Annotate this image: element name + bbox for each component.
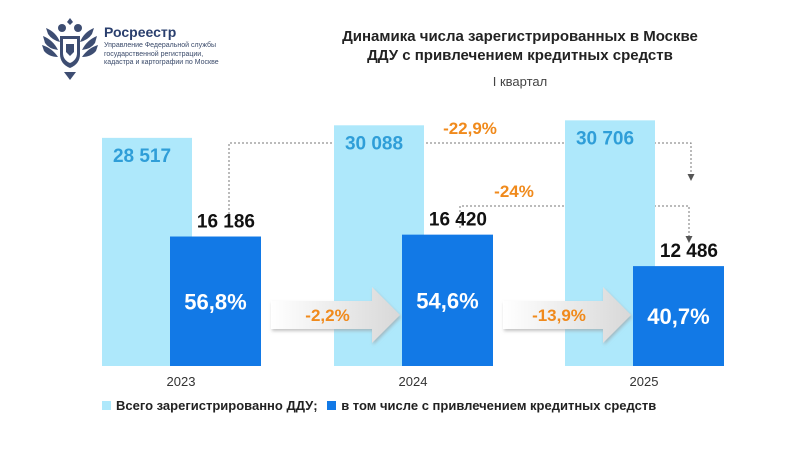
label-credit-2024: 16 420 [429,210,487,231]
legend: Всего зарегистрированно ДДУ; в том числе… [102,398,656,413]
org-name: Росреестр [104,24,177,40]
bracket-label-2024-2025: -24% [494,182,534,201]
chart-subtitle: I квартал [492,74,548,89]
label-share-2023: 56,8% [184,289,246,314]
x-tick-2025: 2025 [630,374,659,389]
legend-label-total: Всего зарегистрированно ДДУ [116,398,314,413]
change-label-2024-2025: -13,9% [532,306,586,325]
legend-item-total: Всего зарегистрированно ДДУ [102,398,313,413]
label-credit-2023: 16 186 [197,212,255,233]
legend-swatch-credit [327,401,337,410]
bar-credit-2023 [170,236,261,366]
x-tick-2023: 2023 [167,374,196,389]
label-share-2025: 40,7% [647,304,709,329]
bar-credit-2024 [402,234,493,366]
label-total-2025: 30 706 [576,128,634,149]
chart-title-line-1: Динамика числа зарегистрированных в Моск… [342,28,698,45]
label-credit-2025: 12 486 [660,241,718,262]
x-tick-2024: 2024 [399,374,428,389]
legend-item-credit: в том числе с привлечением кредитных сре… [327,398,656,413]
chart-title-line-2: ДДУ с привлечением кредитных средств [367,47,673,64]
labels-layer: 28 517 16 186 56,8% 2023 30 088 16 420 54,6% 20… [113,119,718,389]
bars-layer [102,120,724,367]
legend-separator: ; [313,398,318,413]
legend-swatch-total [102,401,111,410]
change-arrow-2024-2025 [503,287,631,343]
legend-label-credit: в том числе с привлечением кредитных сре… [341,398,657,413]
label-total-2024: 30 088 [345,133,403,154]
label-total-2023: 28 517 [113,146,171,167]
bracket-arrowhead-2023-2025 [687,174,695,181]
bracket-label-2023-2025: -22,9% [443,119,497,138]
change-label-2023-2024: -2,2% [305,306,349,325]
bracket-2023-2025 [228,142,692,222]
label-share-2024: 54,6% [416,288,478,313]
chart-title: Динамика числа зарегистрированных в Моск… [290,27,750,65]
arrows-layer [271,287,631,343]
org-subtitle: Управление Федеральной службы государств… [104,42,219,66]
bracket-arrowhead-2024-2025 [685,236,693,243]
change-arrow-2023-2024 [271,287,400,343]
bar-credit-2025 [633,266,724,366]
double-headed-eagle-emblem-icon [42,18,98,80]
